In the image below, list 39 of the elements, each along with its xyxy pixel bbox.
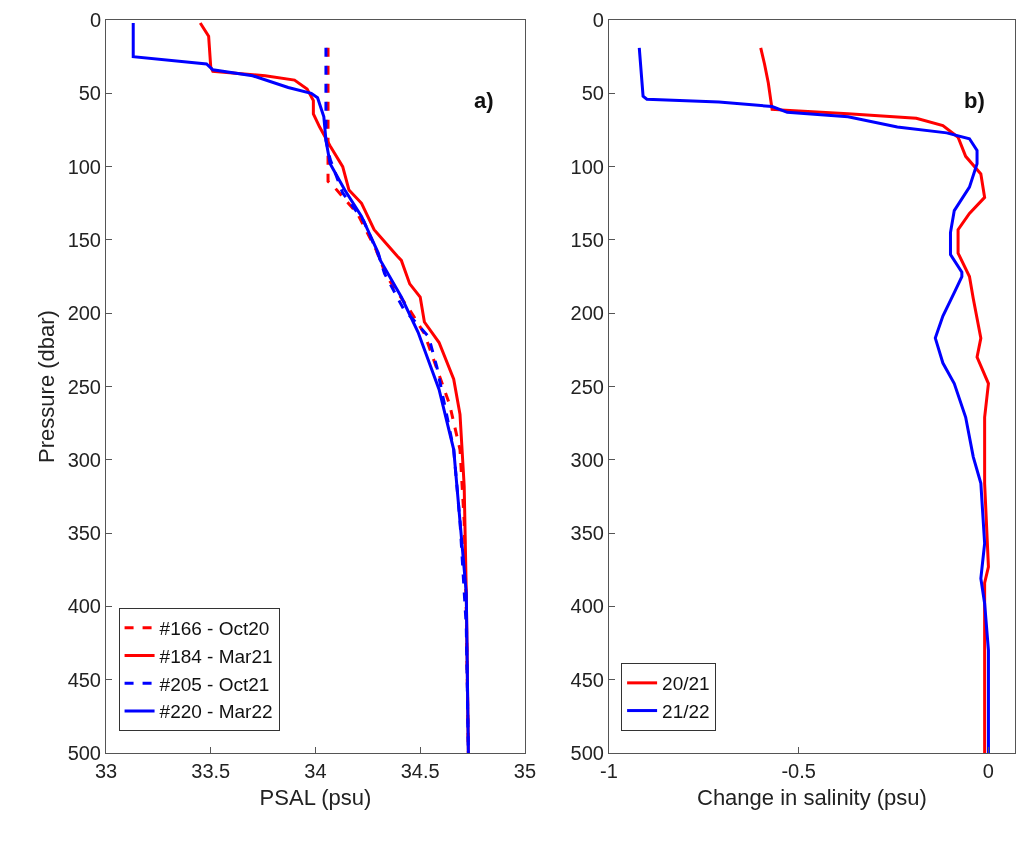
annotation: a): [474, 88, 494, 113]
x-tick-label: 35: [513, 760, 537, 782]
legend-label: #166 - Oct20: [159, 618, 270, 640]
legend-label: #220 - Mar22: [159, 701, 273, 723]
x-axis-title: PSAL (psu): [259, 784, 372, 810]
y-tick-label: 400: [570, 595, 604, 618]
y-tick-label: 300: [570, 448, 604, 471]
annotation: b): [964, 88, 985, 113]
y-axis-title: Pressure (dbar): [34, 310, 60, 463]
y-tick-label: 400: [67, 595, 101, 618]
line-series: [637, 46, 990, 753]
y-tick-label: 350: [570, 522, 604, 545]
y-tick-label: 450: [570, 668, 604, 691]
x-tick-label: 33.5: [191, 760, 231, 782]
y-tick-label: 150: [67, 228, 101, 251]
x-tick-label: 0: [982, 760, 994, 782]
y-tick-label: 250: [67, 375, 101, 398]
y-tick-label: 200: [570, 302, 604, 325]
legend-label: 20/21: [662, 673, 710, 695]
y-tick-label: 350: [67, 522, 101, 545]
y-tick-label: 450: [67, 668, 101, 691]
x-tick-label: 34: [304, 760, 327, 782]
y-tick-label: 250: [570, 375, 604, 398]
line-series: [759, 46, 990, 753]
x-tick-label: 34.5: [400, 760, 440, 782]
legend-label: 21/22: [662, 700, 710, 722]
y-tick-label: 150: [570, 228, 604, 251]
x-axis-title: Change in salinity (psu): [697, 784, 927, 810]
y-tick-label: 300: [67, 448, 101, 471]
y-tick-label: 100: [570, 155, 604, 178]
y-tick-label: 50: [78, 82, 101, 105]
y-tick-label: 0: [89, 9, 101, 31]
y-tick-label: 50: [581, 82, 604, 105]
x-tick-label: -0.5: [781, 760, 816, 782]
legend-label: #205 - Oct21: [159, 673, 270, 695]
legend-label: #184 - Mar21: [159, 645, 273, 667]
y-tick-label: 100: [67, 155, 101, 178]
y-tick-label: 0: [592, 9, 604, 31]
y-tick-label: 200: [67, 302, 101, 325]
